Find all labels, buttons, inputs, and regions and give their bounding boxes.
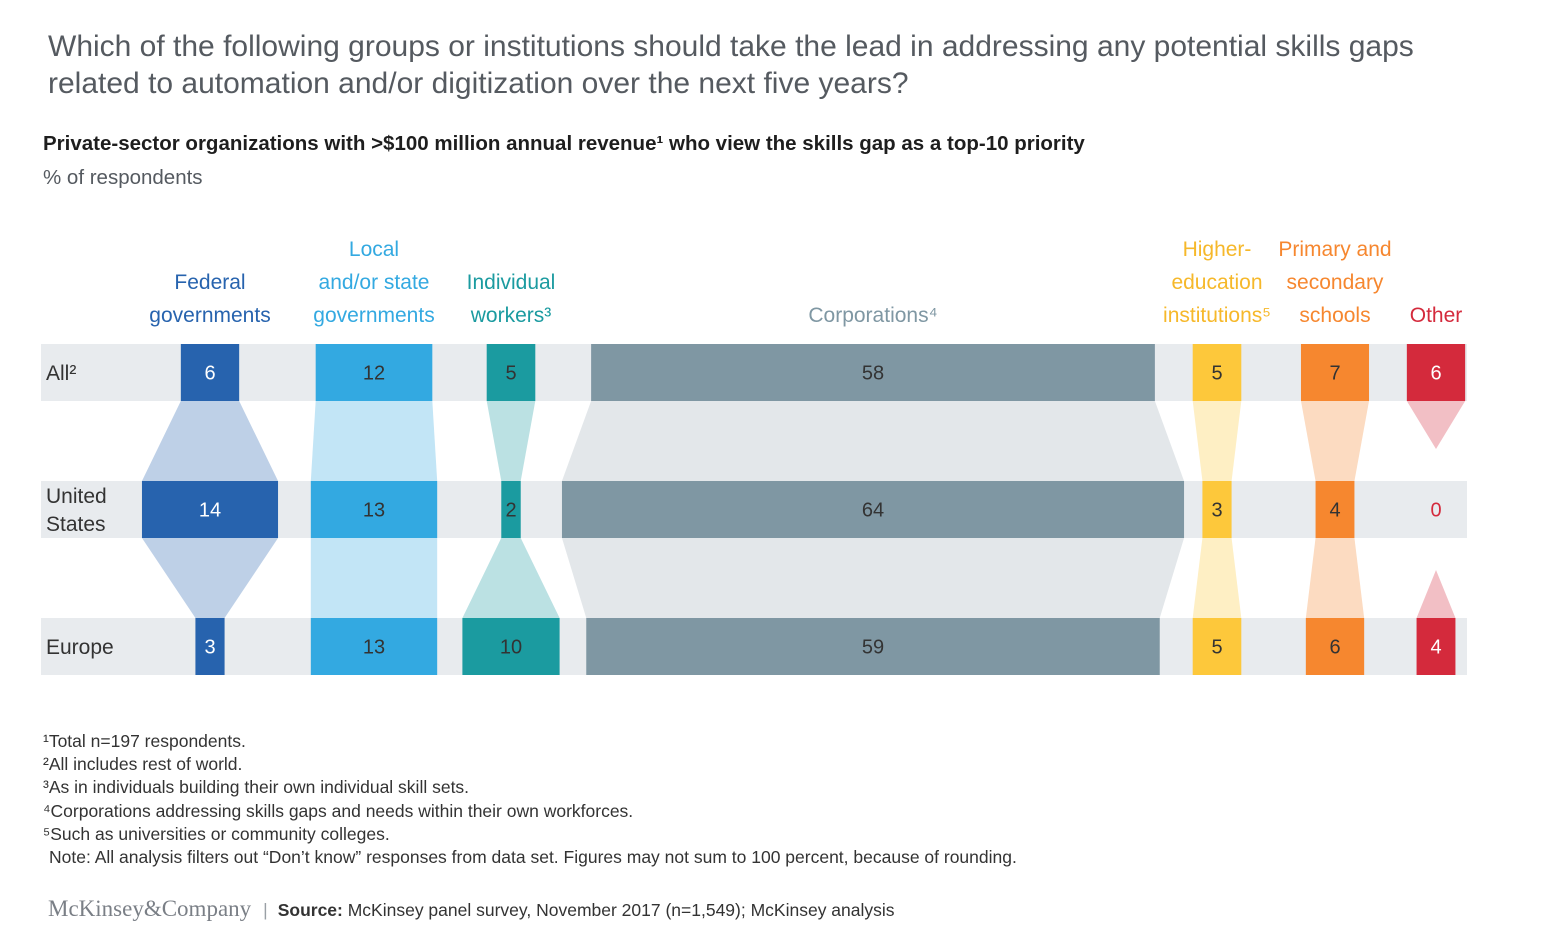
value-label-local-row2: 13 bbox=[363, 500, 385, 522]
mckinsey-logo: McKinsey&Company bbox=[48, 896, 252, 921]
footnote-2: ²All includes rest of world. bbox=[43, 754, 243, 775]
bar-higher_ed-row2 bbox=[1202, 481, 1232, 538]
bar-higher_ed-row1 bbox=[1192, 344, 1242, 401]
column-header-schools-line3: schools bbox=[1299, 304, 1370, 327]
skills-gap-chart: 6 12 5 58 5 7 614 13 2 64 3 4 03 13 10 59 5 6 4 Federalgov… bbox=[41, 238, 1467, 675]
bar-corporations-row2 bbox=[561, 481, 1185, 538]
value-label-federal-row2: 14 bbox=[199, 500, 221, 522]
connector-local-2 bbox=[310, 538, 438, 618]
column-header-workers-line2: workers³ bbox=[470, 304, 552, 327]
footnote-3: ³As in individuals building their own in… bbox=[43, 777, 470, 798]
bar-workers-row1 bbox=[486, 344, 536, 401]
bar-schools-row1 bbox=[1300, 344, 1370, 401]
unit-label: % of respondents bbox=[43, 166, 203, 189]
value-label-schools-row1: 7 bbox=[1329, 363, 1340, 385]
footnotes: ¹Total n=197 respondents. ²All includes … bbox=[43, 730, 1017, 869]
note: Note: All analysis filters out “Don’t kn… bbox=[49, 847, 1017, 868]
bar-federal-row1 bbox=[180, 344, 240, 401]
value-label-workers-row2: 2 bbox=[505, 500, 516, 522]
bar-other-row3 bbox=[1416, 618, 1456, 675]
connector-corporations-2 bbox=[561, 538, 1185, 618]
connector-federal-2 bbox=[141, 538, 279, 618]
value-label-other-row2: 0 bbox=[1430, 500, 1441, 522]
value-label-higher_ed-row3: 5 bbox=[1211, 637, 1222, 659]
column-header-higher_ed-line3: institutions⁵ bbox=[1163, 304, 1271, 327]
row-labels: All² United States Europe bbox=[46, 362, 114, 659]
bar-local-row3 bbox=[310, 618, 438, 675]
bar-federal-row3 bbox=[195, 618, 225, 675]
value-label-local-row1: 12 bbox=[363, 363, 385, 385]
bar-workers-row3 bbox=[462, 618, 560, 675]
value-label-other-row1: 6 bbox=[1430, 363, 1441, 385]
bar-other-row1 bbox=[1406, 344, 1466, 401]
column-header-workers-line1: Individual bbox=[467, 271, 556, 294]
connectors bbox=[141, 401, 1466, 618]
bar-higher_ed-row3 bbox=[1192, 618, 1242, 675]
value-label-federal-row1: 6 bbox=[204, 363, 215, 385]
row-label-1-line1: All² bbox=[46, 362, 76, 385]
chart-title: Which of the following groups or institu… bbox=[48, 30, 1414, 100]
row-label-2-line1: United bbox=[46, 485, 107, 508]
value-label-workers-row3: 10 bbox=[500, 637, 522, 659]
value-label-other-row3: 4 bbox=[1430, 637, 1441, 659]
bar-corporations-row1 bbox=[591, 344, 1155, 401]
value-label-schools-row3: 6 bbox=[1329, 637, 1340, 659]
column-header-federal-line1: Federal bbox=[174, 271, 245, 294]
column-header-other-line1: Other bbox=[1410, 304, 1463, 327]
value-label-corporations-row3: 59 bbox=[862, 637, 884, 659]
row-label-2-line2: States bbox=[46, 513, 106, 536]
connector-workers-1 bbox=[486, 401, 536, 481]
value-label-higher_ed-row1: 5 bbox=[1211, 363, 1222, 385]
connector-higher_ed-1 bbox=[1192, 401, 1242, 481]
source-text: McKinsey panel survey, November 2017 (n=… bbox=[342, 900, 895, 920]
connector-higher_ed-2 bbox=[1192, 538, 1242, 618]
bar-federal-row2 bbox=[141, 481, 279, 538]
column-header-schools-line1: Primary and bbox=[1278, 238, 1391, 261]
connector-corporations-1 bbox=[561, 401, 1185, 481]
connector-workers-2 bbox=[462, 538, 560, 618]
connector-federal-1 bbox=[141, 401, 279, 481]
value-label-corporations-row1: 58 bbox=[862, 363, 884, 385]
footnote-4: ⁴Corporations addressing skills gaps and… bbox=[43, 800, 634, 821]
column-header-local-line3: governments bbox=[313, 304, 434, 327]
bar-local-row1 bbox=[315, 344, 433, 401]
value-label-schools-row2: 4 bbox=[1329, 500, 1340, 522]
column-header-higher_ed-line2: education bbox=[1171, 271, 1262, 294]
row-label-3-line1: Europe bbox=[46, 636, 114, 659]
column-header-federal-line2: governments bbox=[149, 304, 270, 327]
column-header-schools-line2: secondary bbox=[1287, 271, 1384, 294]
bar-workers-row2 bbox=[501, 481, 521, 538]
value-label-higher_ed-row2: 3 bbox=[1211, 500, 1222, 522]
connector-schools-2 bbox=[1305, 538, 1365, 618]
separator: | bbox=[263, 900, 268, 920]
value-label-workers-row1: 5 bbox=[505, 363, 516, 385]
source-line: McKinsey&Company | Source: McKinsey panel … bbox=[48, 896, 895, 922]
connector-local-1 bbox=[310, 401, 438, 481]
column-header-higher_ed-line1: Higher- bbox=[1183, 238, 1252, 261]
column-header-local-line1: Local bbox=[349, 238, 399, 261]
bar-schools-row2 bbox=[1315, 481, 1355, 538]
connector-schools-1 bbox=[1300, 401, 1370, 481]
bar-corporations-row3 bbox=[586, 618, 1160, 675]
value-label-local-row3: 13 bbox=[363, 637, 385, 659]
value-label-corporations-row2: 64 bbox=[862, 500, 884, 522]
footnote-5: ⁵Such as universities or community colle… bbox=[43, 823, 390, 844]
source-label: Source: bbox=[277, 900, 343, 920]
chart-subtitle: Private-sector organizations with >$100 … bbox=[43, 132, 1085, 155]
column-headers: Federal governments Local and/or state gover… bbox=[149, 238, 1462, 327]
connector-other-1 bbox=[1406, 401, 1466, 449]
value-label-federal-row3: 3 bbox=[204, 637, 215, 659]
column-header-local-line2: and/or state bbox=[319, 271, 430, 294]
connector-other-2 bbox=[1416, 570, 1456, 618]
footnote-1: ¹Total n=197 respondents. bbox=[43, 731, 246, 751]
column-header-corporations-line1: Corporations⁴ bbox=[808, 304, 937, 327]
bars: 6 12 5 58 5 7 614 13 2 64 3 4 03 13 10 59 5 6 4 bbox=[141, 344, 1466, 675]
bar-schools-row3 bbox=[1305, 618, 1365, 675]
bar-local-row2 bbox=[310, 481, 438, 538]
